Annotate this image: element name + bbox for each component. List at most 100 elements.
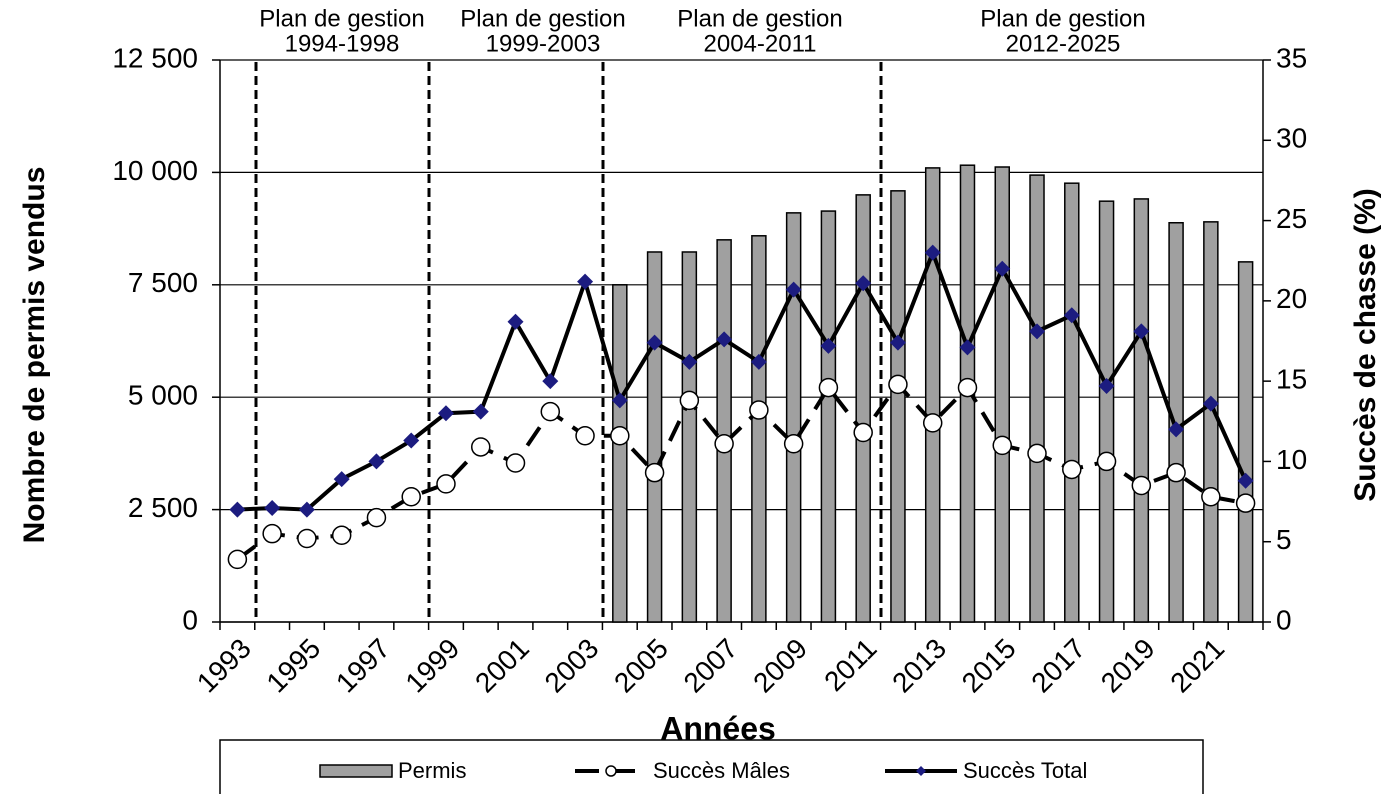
point <box>681 353 698 370</box>
bar <box>1133 198 1150 623</box>
point <box>888 374 908 395</box>
point <box>889 334 906 351</box>
x-tick-label: 2021 <box>1164 633 1230 699</box>
point <box>714 434 734 454</box>
x-tick-label: 2019 <box>1095 633 1161 699</box>
y-tick-label: 10 000 <box>112 155 198 186</box>
point <box>959 339 976 356</box>
bar <box>994 166 1010 623</box>
y2-tick-label: 10 <box>1276 444 1307 475</box>
point <box>1201 487 1221 507</box>
annotation: 1999-2003 <box>486 30 601 57</box>
y2-tick-label: 5 <box>1276 524 1292 555</box>
point <box>297 528 317 549</box>
point <box>610 425 630 446</box>
y2-tick-label: 15 <box>1276 364 1307 395</box>
bar <box>890 190 906 623</box>
point <box>507 313 524 330</box>
point <box>229 501 246 518</box>
annotation: Plan de gestion <box>980 5 1145 32</box>
x-tick-label: 2003 <box>539 633 605 699</box>
point <box>1096 451 1117 472</box>
y2-tick-label: 35 <box>1276 42 1307 73</box>
point <box>1235 493 1256 513</box>
y2-tick-label: 0 <box>1276 604 1292 635</box>
bar <box>1029 174 1045 623</box>
y-tick-label: 5 000 <box>128 380 198 411</box>
y-axis-title: Nombre de permis vendus <box>18 167 51 544</box>
x-tick-label: 2001 <box>469 633 535 699</box>
point <box>575 425 595 446</box>
point <box>818 377 839 398</box>
x-tick-label: 2005 <box>608 633 674 699</box>
point <box>540 401 561 422</box>
point <box>333 471 350 488</box>
point <box>542 373 559 390</box>
bar <box>751 235 767 623</box>
point <box>785 281 802 298</box>
y-tick-label: 2 500 <box>128 492 198 523</box>
y2-axis-title: Succès de chasse (%) <box>1349 188 1382 502</box>
annotation: 2012-2025 <box>1006 30 1121 57</box>
legend-marker <box>605 765 617 777</box>
legend-label: Permis <box>398 758 466 783</box>
bar <box>646 251 663 623</box>
line <box>237 247 1248 512</box>
bar <box>820 210 837 623</box>
point <box>922 413 943 433</box>
line <box>236 381 1246 561</box>
legend-swatch <box>319 764 393 778</box>
point <box>368 453 385 470</box>
point <box>1062 459 1082 480</box>
point <box>262 523 282 544</box>
point <box>783 434 804 454</box>
point <box>611 392 628 409</box>
annotation: Plan de gestion <box>677 5 842 32</box>
bar <box>924 167 941 623</box>
point <box>1029 323 1046 340</box>
point <box>1027 443 1047 464</box>
point <box>1131 475 1152 496</box>
x-tick-label: 1999 <box>399 633 465 699</box>
point <box>853 422 873 443</box>
point <box>679 390 700 411</box>
point <box>644 462 665 483</box>
point <box>957 377 978 398</box>
x-tick-label: 2017 <box>1025 633 1091 699</box>
y-tick-label: 12 500 <box>112 42 198 73</box>
point <box>1237 472 1254 489</box>
x-tick-label: 1995 <box>260 633 326 699</box>
point <box>855 275 872 292</box>
x-tick-label: 2011 <box>818 633 883 698</box>
y2-tick-label: 20 <box>1276 283 1307 314</box>
point <box>436 474 456 494</box>
x-tick-label: 2007 <box>678 633 744 699</box>
point <box>646 334 663 351</box>
point <box>992 435 1012 456</box>
point <box>994 260 1011 277</box>
point <box>331 525 352 546</box>
bar <box>716 239 732 623</box>
point <box>401 487 421 507</box>
point <box>924 244 941 261</box>
annotation: 2004-2011 <box>704 30 817 57</box>
annotation: Plan de gestion <box>259 5 424 32</box>
point <box>1168 421 1185 438</box>
point <box>1133 323 1150 340</box>
point <box>298 501 315 518</box>
point <box>1166 462 1186 483</box>
bar <box>1064 182 1080 623</box>
bar <box>1237 261 1254 623</box>
y2-tick-label: 30 <box>1276 123 1307 154</box>
point <box>505 453 526 473</box>
point <box>1063 307 1080 324</box>
bar <box>681 251 698 623</box>
point <box>264 499 281 516</box>
point <box>403 432 420 449</box>
x-tick-label: 1993 <box>191 633 257 699</box>
point <box>227 549 248 570</box>
y-tick-label: 7 500 <box>128 267 198 298</box>
point <box>749 400 769 420</box>
point <box>471 437 491 457</box>
point <box>716 331 733 348</box>
